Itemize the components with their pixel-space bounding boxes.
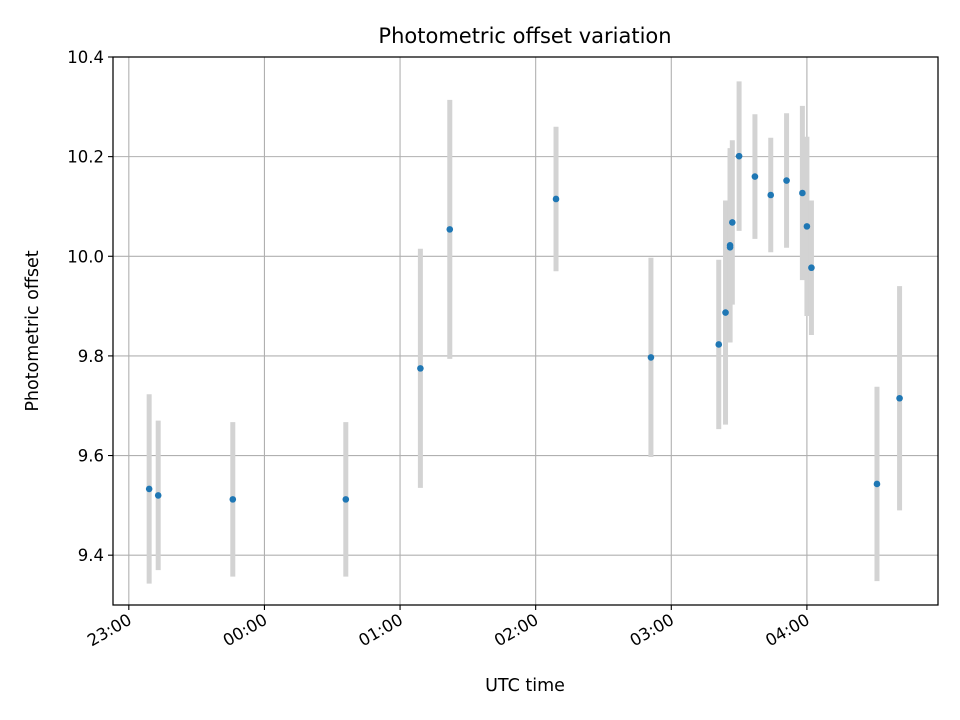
y-tick-label: 10.2 bbox=[67, 148, 104, 167]
data-point bbox=[647, 354, 655, 361]
data-point bbox=[873, 480, 881, 488]
data-point bbox=[722, 309, 729, 316]
data-point bbox=[342, 496, 350, 503]
data-point bbox=[803, 223, 811, 230]
data-point bbox=[715, 341, 723, 348]
y-axis-label: Photometric offset bbox=[23, 250, 43, 411]
data-point bbox=[767, 191, 775, 199]
data-point bbox=[735, 152, 743, 160]
data-point bbox=[145, 485, 153, 493]
y-tick-label: 9.8 bbox=[78, 347, 104, 366]
data-point bbox=[154, 492, 162, 499]
y-tick-label: 9.6 bbox=[78, 447, 104, 466]
data-point bbox=[552, 195, 560, 203]
data-point bbox=[229, 496, 237, 503]
data-point bbox=[417, 365, 424, 372]
axes-frame bbox=[112, 56, 939, 606]
data-point bbox=[783, 177, 790, 184]
y-tick-label: 10.0 bbox=[67, 247, 104, 266]
data-point bbox=[729, 219, 736, 226]
data-point bbox=[799, 189, 806, 197]
y-axis-ticks: 9.4 9.6 9.8 10.0 10.2 10.4 bbox=[67, 48, 113, 565]
data-point bbox=[446, 226, 454, 233]
data-point bbox=[726, 244, 734, 251]
data-point bbox=[751, 173, 759, 180]
data-point bbox=[808, 264, 815, 272]
y-tick-label: 9.4 bbox=[78, 546, 104, 565]
chart-title: Photometric offset variation bbox=[378, 24, 671, 48]
y-tick-label: 10.4 bbox=[67, 48, 104, 67]
x-axis-label: UTC time bbox=[485, 676, 565, 696]
data-point bbox=[896, 394, 903, 402]
data-points bbox=[145, 152, 903, 503]
